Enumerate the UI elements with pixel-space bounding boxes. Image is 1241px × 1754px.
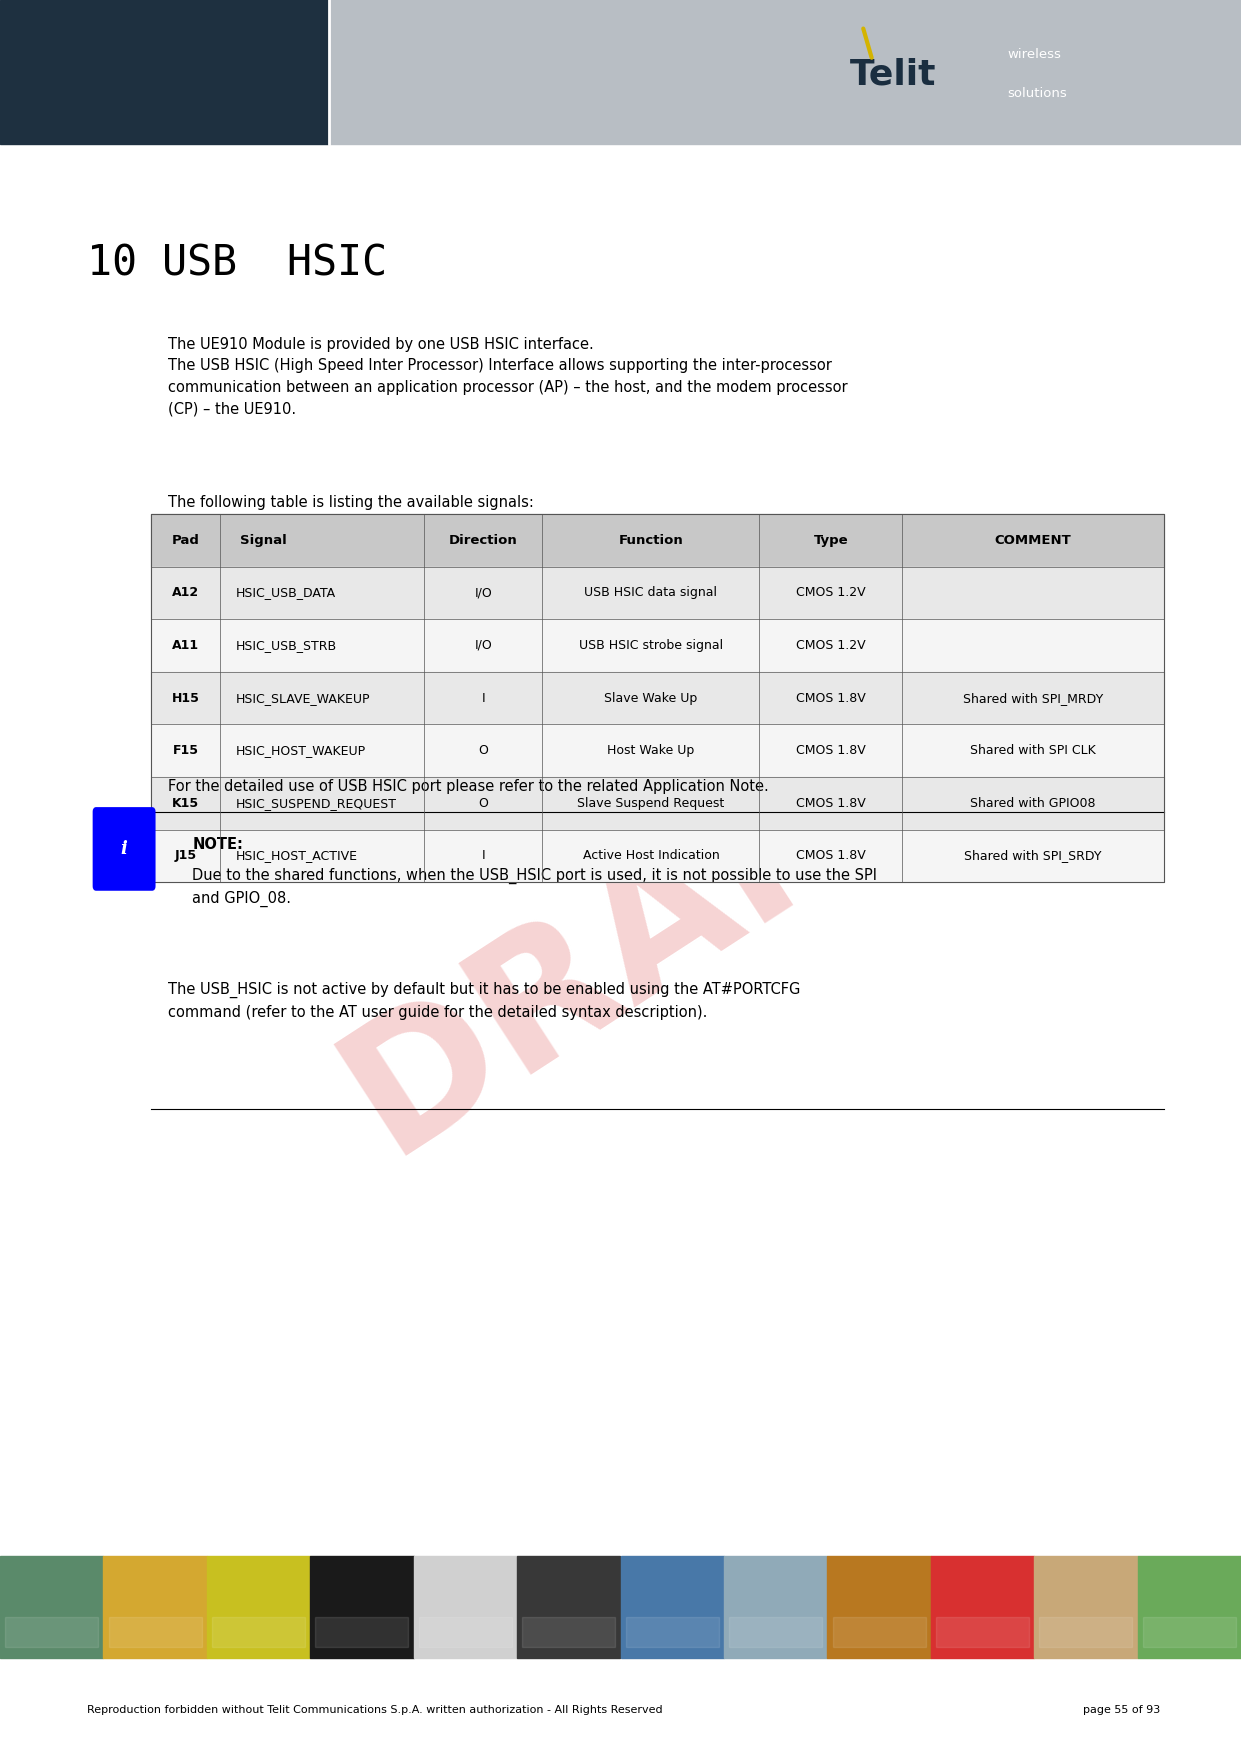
Bar bbox=[212, 1617, 305, 1647]
Bar bbox=[329, 0, 1241, 144]
Bar bbox=[724, 1556, 828, 1658]
Bar bbox=[1138, 1556, 1241, 1658]
Bar bbox=[0, 1556, 103, 1658]
Bar bbox=[418, 1617, 511, 1647]
Text: CMOS 1.8V: CMOS 1.8V bbox=[795, 796, 866, 810]
Bar bbox=[310, 1556, 413, 1658]
Text: HSIC_USB_DATA: HSIC_USB_DATA bbox=[236, 586, 336, 600]
Text: HSIC_USB_STRB: HSIC_USB_STRB bbox=[236, 638, 338, 652]
Text: Due to the shared functions, when the USB_HSIC port is used, it is not possible : Due to the shared functions, when the US… bbox=[192, 868, 877, 907]
Bar bbox=[109, 1617, 201, 1647]
Text: Pad: Pad bbox=[171, 533, 200, 547]
Text: Signal: Signal bbox=[240, 533, 287, 547]
Text: Shared with SPI_SRDY: Shared with SPI_SRDY bbox=[964, 849, 1102, 863]
Text: Telit: Telit bbox=[850, 58, 937, 91]
Bar bbox=[151, 514, 1164, 882]
Text: CMOS 1.8V: CMOS 1.8V bbox=[795, 849, 866, 863]
Bar bbox=[833, 1617, 926, 1647]
Text: Active Host Indication: Active Host Indication bbox=[582, 849, 720, 863]
Bar bbox=[1034, 1556, 1138, 1658]
Text: K15: K15 bbox=[172, 796, 199, 810]
Text: 10 USB  HSIC: 10 USB HSIC bbox=[87, 242, 387, 284]
Text: Slave Suspend Request: Slave Suspend Request bbox=[577, 796, 725, 810]
Text: I/O: I/O bbox=[474, 638, 493, 652]
Text: Shared with SPI_MRDY: Shared with SPI_MRDY bbox=[963, 691, 1103, 705]
Text: O: O bbox=[479, 744, 488, 758]
Text: Host Wake Up: Host Wake Up bbox=[607, 744, 695, 758]
Text: The following table is listing the available signals:: The following table is listing the avail… bbox=[168, 495, 534, 510]
Text: CMOS 1.8V: CMOS 1.8V bbox=[795, 691, 866, 705]
Bar bbox=[151, 619, 1164, 672]
Text: CMOS 1.2V: CMOS 1.2V bbox=[795, 638, 866, 652]
Bar bbox=[517, 1556, 620, 1658]
Text: HSIC_HOST_WAKEUP: HSIC_HOST_WAKEUP bbox=[236, 744, 366, 758]
Text: A12: A12 bbox=[172, 586, 199, 600]
Text: HSIC_HOST_ACTIVE: HSIC_HOST_ACTIVE bbox=[236, 849, 359, 863]
Bar bbox=[620, 1556, 724, 1658]
Text: The UE910 Module is provided by one USB HSIC interface.
The USB HSIC (High Speed: The UE910 Module is provided by one USB … bbox=[168, 337, 848, 416]
Bar bbox=[5, 1617, 98, 1647]
Text: Direction: Direction bbox=[449, 533, 517, 547]
Bar bbox=[151, 514, 1164, 567]
Bar bbox=[0, 0, 329, 144]
Text: wireless: wireless bbox=[1008, 47, 1061, 61]
Bar bbox=[728, 1617, 822, 1647]
Text: I: I bbox=[482, 691, 485, 705]
Bar bbox=[151, 777, 1164, 830]
Bar bbox=[151, 567, 1164, 619]
Bar bbox=[151, 830, 1164, 882]
Bar bbox=[522, 1617, 616, 1647]
Text: page 55 of 93: page 55 of 93 bbox=[1083, 1705, 1160, 1715]
Text: I: I bbox=[482, 849, 485, 863]
FancyBboxPatch shape bbox=[94, 809, 154, 889]
Bar bbox=[931, 1556, 1034, 1658]
Text: COMMENT: COMMENT bbox=[995, 533, 1071, 547]
Bar bbox=[151, 672, 1164, 724]
Text: USB HSIC data signal: USB HSIC data signal bbox=[585, 586, 717, 600]
Bar bbox=[103, 1556, 207, 1658]
Text: solutions: solutions bbox=[1008, 88, 1067, 100]
Text: CMOS 1.2V: CMOS 1.2V bbox=[795, 586, 866, 600]
Bar bbox=[625, 1617, 719, 1647]
Bar bbox=[1143, 1617, 1236, 1647]
Bar bbox=[936, 1617, 1029, 1647]
Text: Slave Wake Up: Slave Wake Up bbox=[604, 691, 697, 705]
Text: For the detailed use of USB HSIC port please refer to the related Application No: For the detailed use of USB HSIC port pl… bbox=[168, 779, 768, 795]
Text: H15: H15 bbox=[171, 691, 200, 705]
Text: Reproduction forbidden without Telit Communications S.p.A. written authorization: Reproduction forbidden without Telit Com… bbox=[87, 1705, 663, 1715]
Text: HSIC_SLAVE_WAKEUP: HSIC_SLAVE_WAKEUP bbox=[236, 691, 371, 705]
Text: CMOS 1.8V: CMOS 1.8V bbox=[795, 744, 866, 758]
Text: O: O bbox=[479, 796, 488, 810]
Bar bbox=[413, 1556, 517, 1658]
Text: Function: Function bbox=[618, 533, 684, 547]
Text: Shared with SPI CLK: Shared with SPI CLK bbox=[970, 744, 1096, 758]
Text: USB HSIC strobe signal: USB HSIC strobe signal bbox=[578, 638, 724, 652]
Text: I/O: I/O bbox=[474, 586, 493, 600]
Text: J15: J15 bbox=[175, 849, 196, 863]
Text: DRAFT: DRAFT bbox=[314, 672, 977, 1187]
Text: Type: Type bbox=[814, 533, 848, 547]
Text: HSIC_SUSPEND_REQUEST: HSIC_SUSPEND_REQUEST bbox=[236, 796, 397, 810]
Text: The USB_HSIC is not active by default but it has to be enabled using the AT#PORT: The USB_HSIC is not active by default bu… bbox=[168, 982, 800, 1021]
Bar bbox=[207, 1556, 310, 1658]
Text: F15: F15 bbox=[172, 744, 199, 758]
Bar bbox=[151, 724, 1164, 777]
Text: i: i bbox=[120, 840, 128, 858]
Text: Shared with GPIO08: Shared with GPIO08 bbox=[970, 796, 1096, 810]
Bar bbox=[1039, 1617, 1132, 1647]
Text: NOTE:: NOTE: bbox=[192, 837, 243, 852]
Bar bbox=[828, 1556, 931, 1658]
Bar bbox=[315, 1617, 408, 1647]
Text: A11: A11 bbox=[172, 638, 199, 652]
